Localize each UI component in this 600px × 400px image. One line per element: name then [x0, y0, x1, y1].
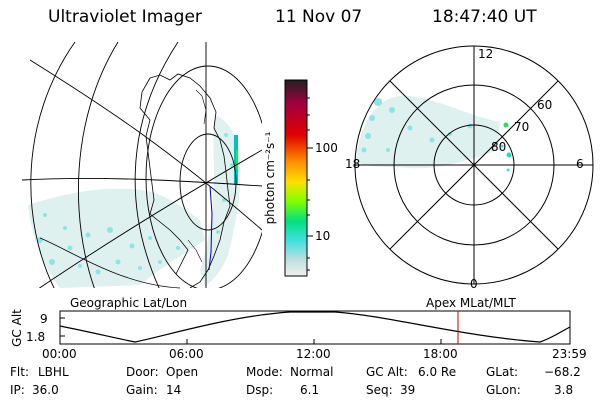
- ip-label: IP:: [10, 383, 25, 397]
- polar-plot: [354, 45, 594, 285]
- polar-grid: [354, 45, 594, 285]
- xtick-0000: 00:00: [42, 347, 77, 361]
- altitude-ytick-9: 9: [40, 312, 48, 326]
- flt-value: LBHL: [38, 365, 69, 379]
- altitude-ylabel: GC Alt: [10, 309, 24, 347]
- gain-value: 14: [166, 383, 182, 397]
- glat-value: −68.2: [544, 365, 581, 379]
- altitude-x-ticks: [59, 317, 571, 344]
- seq-label: Seq:: [366, 383, 393, 397]
- mode-label: Mode:: [246, 365, 283, 379]
- polar-aurora: [356, 95, 512, 172]
- satellite-track: [208, 185, 213, 271]
- apex-title: Apex MLat/MLT: [426, 296, 516, 310]
- lat-label-60: 60: [537, 98, 553, 112]
- colorbar: [284, 79, 308, 277]
- instrument-title: Ultraviolet Imager: [48, 7, 202, 27]
- antarctica-coastline: [139, 73, 231, 288]
- mode-value: Normal: [290, 365, 334, 379]
- colorbar-tick-100: 100: [315, 141, 338, 155]
- dsp-label: Dsp:: [246, 383, 274, 397]
- lat-label-80: 80: [491, 140, 507, 154]
- dsp-value: 6.1: [300, 383, 320, 397]
- xtick-0600: 06:00: [169, 347, 204, 361]
- colorbar-tick-10: 10: [315, 229, 331, 243]
- glat-label: GLat:: [486, 365, 519, 379]
- altitude-curve: [59, 311, 571, 343]
- colorbar-unit-label: photon cm⁻²s⁻¹: [263, 131, 277, 225]
- altitude-plot: [59, 310, 571, 345]
- date-label: 11 Nov 07: [275, 7, 363, 27]
- mlt-label-18: 18: [345, 157, 361, 171]
- xtick-2359: 23:59: [552, 347, 587, 361]
- lat-label-70: 70: [514, 120, 530, 134]
- mlt-label-0: 0: [470, 277, 478, 291]
- geographic-map: [22, 41, 262, 288]
- time-label: 18:47:40 UT: [432, 7, 537, 27]
- geographic-title: Geographic Lat/Lon: [70, 296, 188, 310]
- xtick-1200: 12:00: [296, 347, 331, 361]
- door-value: Open: [166, 365, 199, 379]
- geographic-grid: [22, 41, 262, 288]
- flt-label: Flt:: [10, 365, 29, 379]
- altitude-frame: [59, 310, 571, 345]
- colorbar-ticks: [307, 97, 313, 271]
- door-label: Door:: [126, 365, 159, 379]
- mlt-label-6: 6: [576, 157, 584, 171]
- gain-label: Gain:: [126, 383, 158, 397]
- glon-value: 3.8: [554, 383, 574, 397]
- glon-label: GLon:: [486, 383, 521, 397]
- xtick-1800: 18:00: [423, 347, 458, 361]
- seq-value: 39: [400, 383, 416, 397]
- gc-alt-value: 6.0 Re: [418, 365, 457, 379]
- altitude-ytick-1-8: 1.8: [26, 330, 46, 344]
- gc-alt-label: GC Alt:: [366, 365, 408, 379]
- aurora-emission: [28, 115, 241, 288]
- ip-value: 36.0: [32, 383, 59, 397]
- mlt-label-12: 12: [478, 47, 494, 61]
